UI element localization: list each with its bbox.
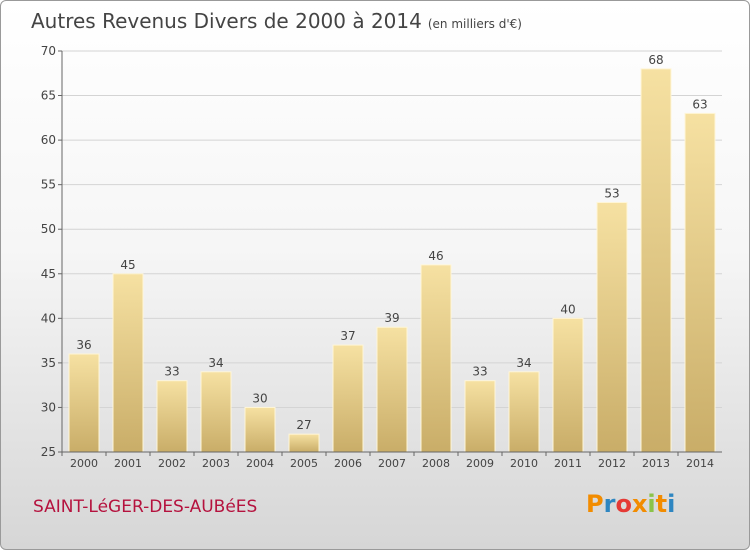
x-tick-label: 2005 bbox=[290, 457, 318, 470]
chart-title-text: Autres Revenus Divers de 2000 à 2014 bbox=[31, 9, 422, 33]
bar-value-label: 37 bbox=[340, 329, 355, 343]
logo-letter: i bbox=[647, 490, 656, 518]
bar-value-label: 63 bbox=[692, 97, 707, 111]
x-tick-label: 2010 bbox=[510, 457, 538, 470]
bar-2008 bbox=[420, 264, 452, 453]
y-tick-label: 30 bbox=[41, 400, 56, 414]
y-tick-label: 60 bbox=[41, 133, 56, 147]
bar-value-label: 53 bbox=[604, 186, 619, 200]
bar-2001 bbox=[112, 273, 144, 453]
y-tick-label: 50 bbox=[41, 222, 56, 236]
y-tick-label: 35 bbox=[41, 356, 56, 370]
logo-letter: i bbox=[667, 490, 676, 518]
bars: 36 45 33 34 30 27 37 39 46 33 34 40 53 68 63 bbox=[68, 53, 716, 453]
x-tick-label: 2007 bbox=[378, 457, 406, 470]
bar-2003 bbox=[200, 371, 232, 453]
axes: 25 30 35 40 45 50 55 60 65 70 2000 2001 2002 2003 2004… bbox=[41, 44, 722, 470]
bar-value-label: 34 bbox=[208, 356, 223, 370]
bar-value-label: 34 bbox=[516, 356, 531, 370]
x-tick-label: 2002 bbox=[158, 457, 186, 470]
bar-value-label: 68 bbox=[648, 53, 663, 67]
x-tick-label: 2014 bbox=[686, 457, 714, 470]
chart-title: Autres Revenus Divers de 2000 à 2014 (en … bbox=[31, 9, 522, 33]
bar-2009 bbox=[464, 380, 496, 453]
bar-2011 bbox=[552, 317, 584, 453]
bar-value-label: 33 bbox=[164, 365, 179, 379]
logo-letter: x bbox=[631, 490, 648, 518]
bar-value-label: 27 bbox=[296, 418, 311, 432]
proxiti-logo: Proxiti bbox=[586, 490, 675, 518]
logo-letter: P bbox=[586, 490, 604, 518]
x-tick-label: 2012 bbox=[598, 457, 626, 470]
x-tick-label: 2013 bbox=[642, 457, 670, 470]
bar-2006 bbox=[332, 344, 364, 453]
bar-2014 bbox=[684, 112, 716, 453]
x-tick-label: 2008 bbox=[422, 457, 450, 470]
y-tick-label: 70 bbox=[41, 44, 56, 58]
x-tick-label: 2000 bbox=[70, 457, 98, 470]
bar-value-label: 45 bbox=[120, 258, 135, 272]
logo-letter: r bbox=[603, 490, 616, 518]
x-tick-label: 2004 bbox=[246, 457, 274, 470]
bar-2004 bbox=[244, 406, 276, 453]
y-tick-label: 55 bbox=[41, 178, 56, 192]
bar-2012 bbox=[596, 201, 628, 453]
x-tick-label: 2011 bbox=[554, 457, 582, 470]
chart-subtitle: (en milliers d'€) bbox=[427, 17, 522, 31]
y-tick-label: 25 bbox=[41, 445, 56, 459]
x-tick-label: 2006 bbox=[334, 457, 362, 470]
bar-2007 bbox=[376, 326, 408, 453]
bar-2010 bbox=[508, 371, 540, 453]
bar-2000 bbox=[68, 353, 100, 453]
x-tick-label: 2001 bbox=[114, 457, 142, 470]
logo-letter: t bbox=[655, 490, 668, 518]
location-label: SAINT-LéGER-DES-AUBéES bbox=[33, 497, 258, 517]
x-tick-label: 2009 bbox=[466, 457, 494, 470]
y-tick-label: 40 bbox=[41, 311, 56, 325]
y-tick-label: 45 bbox=[41, 267, 56, 281]
bar-value-label: 30 bbox=[252, 391, 267, 405]
bar-2005 bbox=[288, 433, 320, 453]
y-tick-label: 65 bbox=[41, 89, 56, 103]
x-tick-label: 2003 bbox=[202, 457, 230, 470]
bar-value-label: 46 bbox=[428, 249, 443, 263]
bar-value-label: 39 bbox=[384, 311, 399, 325]
bar-value-label: 33 bbox=[472, 365, 487, 379]
bar-value-label: 36 bbox=[76, 338, 91, 352]
bar-2002 bbox=[156, 380, 188, 453]
logo-letter: o bbox=[615, 490, 632, 518]
bar-value-label: 40 bbox=[560, 302, 575, 316]
bar-2013 bbox=[640, 68, 672, 453]
